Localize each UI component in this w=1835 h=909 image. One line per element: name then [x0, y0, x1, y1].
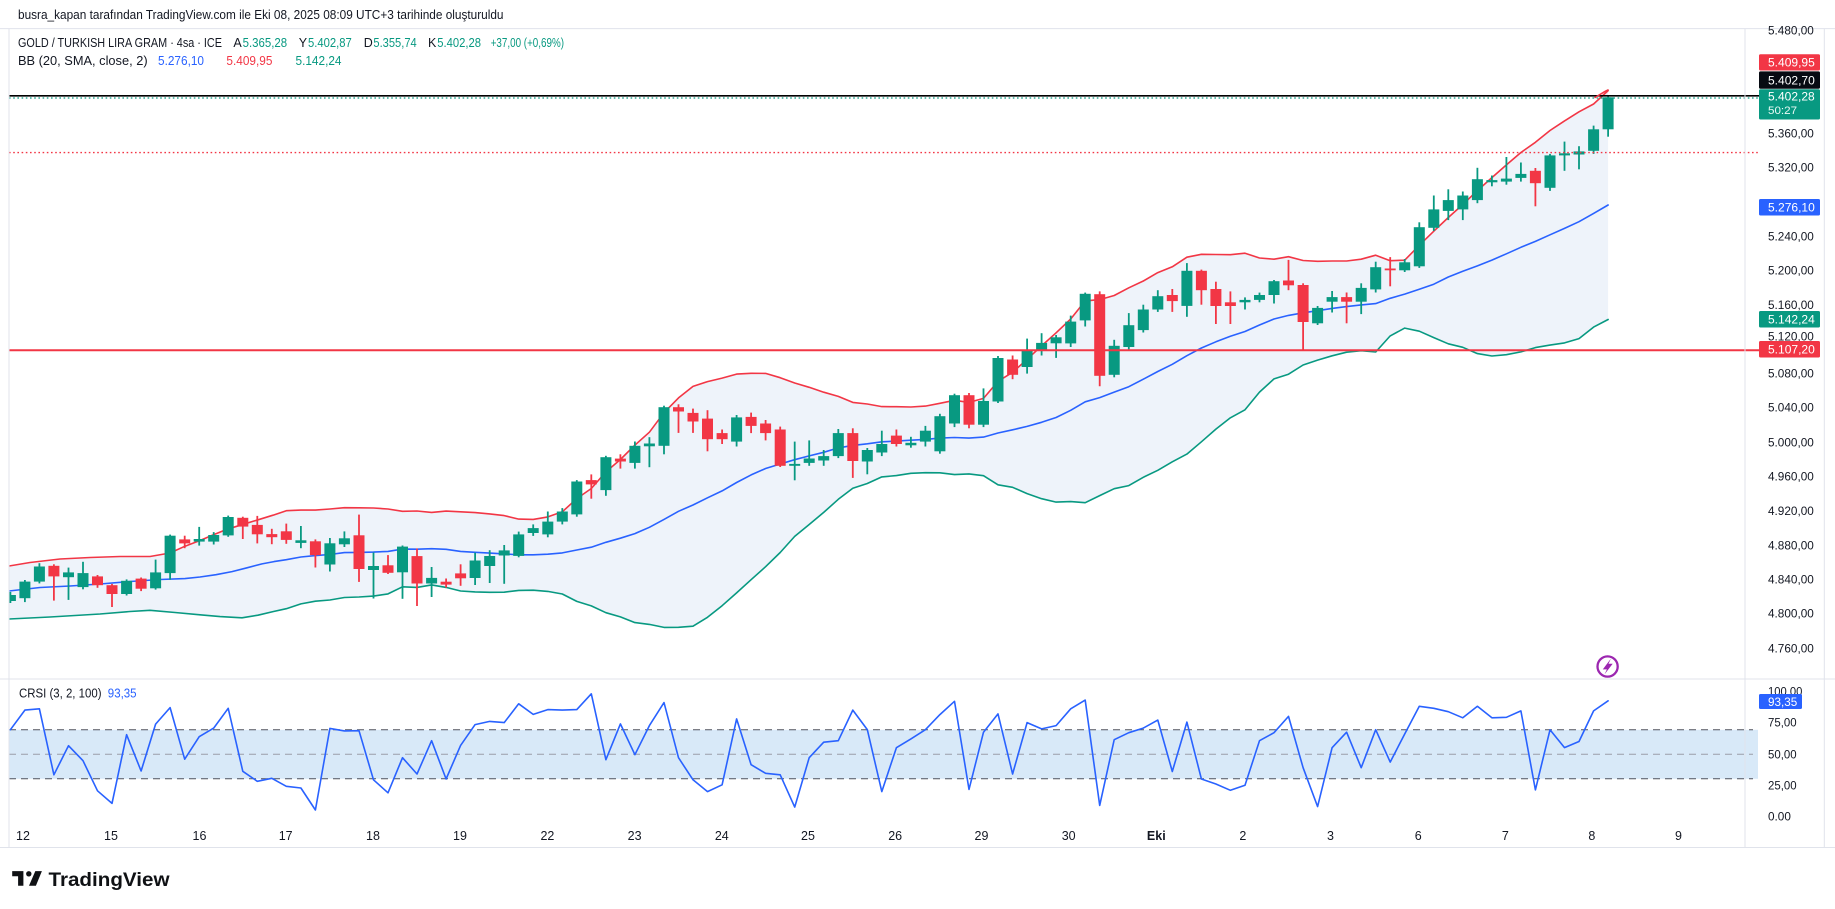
svg-text:5.402,70: 5.402,70 [1768, 73, 1815, 87]
svg-text:12: 12 [16, 829, 30, 843]
svg-text:4.920,00: 4.920,00 [1768, 504, 1814, 518]
svg-text:2: 2 [1239, 829, 1246, 843]
svg-text:TradingView: TradingView [49, 869, 171, 891]
svg-text:26: 26 [888, 829, 902, 843]
svg-text:5.402,28: 5.402,28 [1768, 90, 1815, 104]
svg-text:15: 15 [104, 829, 118, 843]
svg-text:5.120,00: 5.120,00 [1768, 329, 1814, 343]
svg-text:6: 6 [1415, 829, 1422, 843]
svg-text:25,00: 25,00 [1768, 778, 1797, 792]
svg-text:24: 24 [715, 829, 729, 843]
svg-text:30: 30 [1062, 829, 1076, 843]
svg-text:5.402,87: 5.402,87 [308, 35, 352, 50]
svg-text:7: 7 [1502, 829, 1509, 843]
svg-text:5.040,00: 5.040,00 [1768, 400, 1814, 414]
svg-text:Y: Y [299, 36, 308, 50]
svg-text:4.880,00: 4.880,00 [1768, 538, 1814, 552]
svg-text:0.00: 0.00 [1768, 809, 1791, 823]
svg-text:75,00: 75,00 [1768, 715, 1797, 729]
svg-text:CRSI (3, 2, 100): CRSI (3, 2, 100) [19, 686, 102, 701]
svg-text:5.142,24: 5.142,24 [1768, 313, 1815, 327]
svg-text:50,00: 50,00 [1768, 747, 1797, 761]
svg-text:5.320,00: 5.320,00 [1768, 160, 1814, 174]
svg-text:8: 8 [1588, 829, 1595, 843]
svg-text:5.480,00: 5.480,00 [1768, 23, 1814, 37]
svg-text:4.800,00: 4.800,00 [1768, 606, 1814, 620]
svg-text:5.402,28: 5.402,28 [437, 35, 481, 50]
svg-text:D: D [364, 36, 373, 50]
svg-text:5.409,95: 5.409,95 [1768, 56, 1815, 70]
svg-text:93,35: 93,35 [1768, 695, 1798, 709]
svg-text:5.107,20: 5.107,20 [1768, 343, 1815, 357]
svg-text:25: 25 [801, 829, 815, 843]
svg-text:50:27: 50:27 [1768, 105, 1797, 117]
svg-text:5.160,00: 5.160,00 [1768, 298, 1814, 312]
svg-text:5.276,10: 5.276,10 [158, 53, 204, 68]
svg-text:93,35: 93,35 [108, 686, 137, 701]
svg-text:9: 9 [1675, 829, 1682, 843]
svg-text:4.960,00: 4.960,00 [1768, 469, 1814, 483]
svg-text:5.200,00: 5.200,00 [1768, 263, 1814, 277]
svg-text:22: 22 [540, 829, 554, 843]
svg-text:5.080,00: 5.080,00 [1768, 366, 1814, 380]
svg-text:5.240,00: 5.240,00 [1768, 229, 1814, 243]
svg-text:4.840,00: 4.840,00 [1768, 572, 1814, 586]
svg-text:3: 3 [1327, 829, 1334, 843]
svg-text:18: 18 [366, 829, 380, 843]
svg-text:23: 23 [628, 829, 642, 843]
svg-text:19: 19 [453, 829, 467, 843]
svg-text:17: 17 [279, 829, 293, 843]
svg-text:4.760,00: 4.760,00 [1768, 641, 1814, 655]
svg-text:29: 29 [975, 829, 989, 843]
svg-text:GOLD / TURKISH LIRA GRAM · 4sa: GOLD / TURKISH LIRA GRAM · 4sa · ICE [18, 35, 222, 50]
svg-text:+37,00 (+0,69%): +37,00 (+0,69%) [491, 35, 564, 50]
svg-text:A: A [233, 36, 242, 50]
svg-text:5.000,00: 5.000,00 [1768, 435, 1814, 449]
svg-text:5.355,74: 5.355,74 [373, 35, 416, 50]
svg-text:16: 16 [193, 829, 207, 843]
svg-text:5.142,24: 5.142,24 [296, 53, 342, 68]
svg-text:5.409,95: 5.409,95 [226, 53, 272, 68]
svg-text:Eki: Eki [1147, 829, 1166, 843]
svg-text:BB (20, SMA, close, 2): BB (20, SMA, close, 2) [18, 53, 148, 68]
svg-text:5.276,10: 5.276,10 [1768, 201, 1815, 215]
svg-text:5.360,00: 5.360,00 [1768, 126, 1814, 140]
svg-text:5.365,28: 5.365,28 [243, 35, 288, 50]
svg-text:busra_kapan tarafından Trading: busra_kapan tarafından TradingView.com i… [18, 8, 504, 22]
svg-text:K: K [428, 36, 437, 50]
